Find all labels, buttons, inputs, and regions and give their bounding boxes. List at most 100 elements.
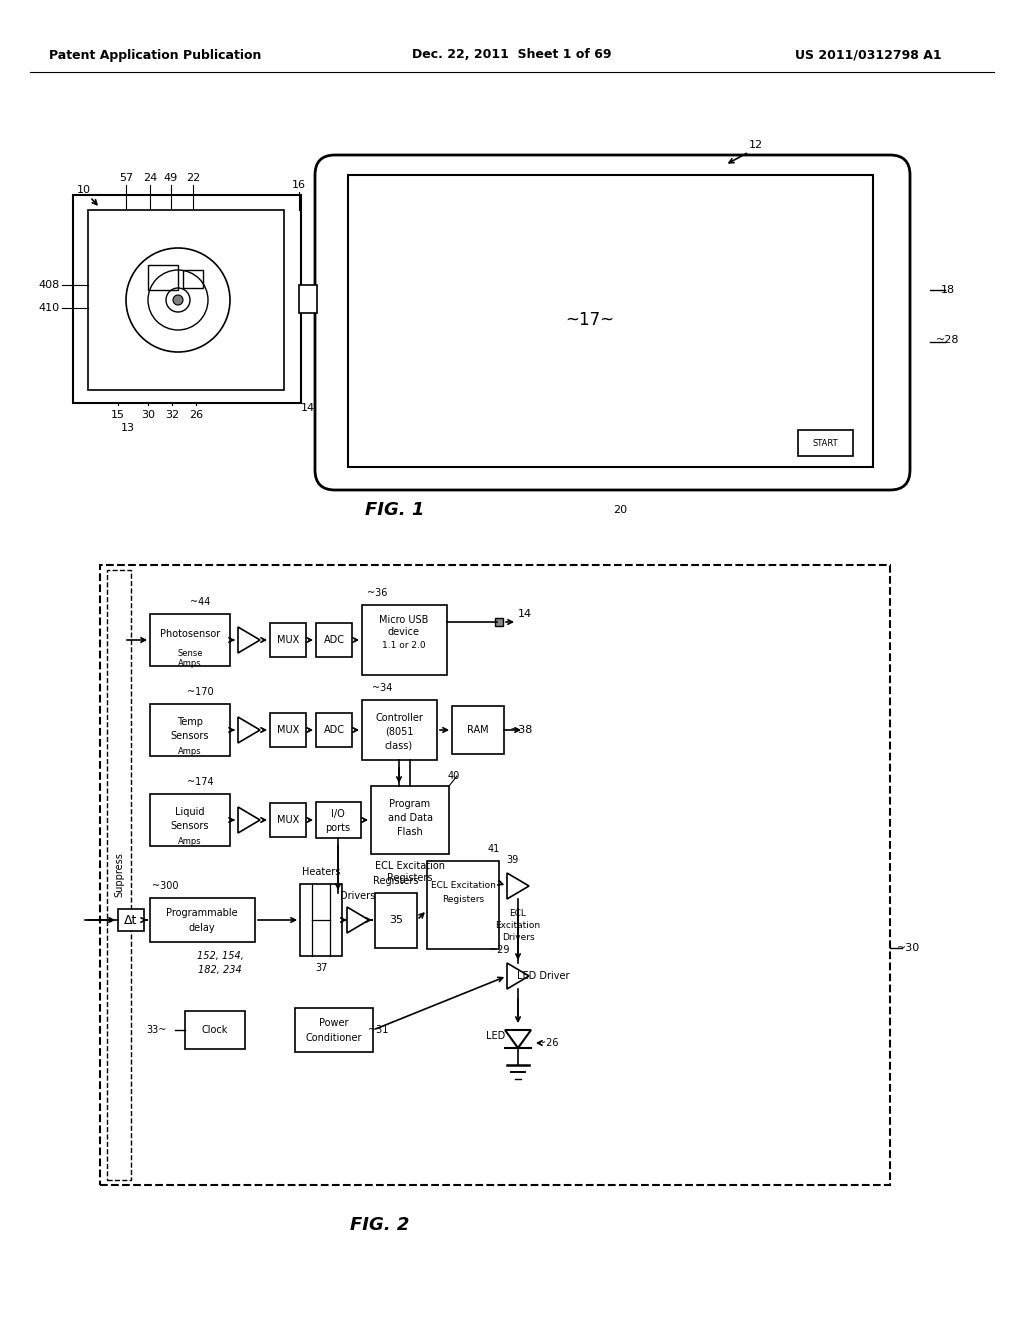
Text: ~44: ~44 [189,597,210,607]
Text: Clock: Clock [202,1026,228,1035]
Bar [88,210,284,389]
Text: Amps: Amps [178,747,202,756]
Text: device: device [388,627,420,638]
Text: ~174: ~174 [186,777,213,787]
Bar [299,285,317,313]
Text: 408: 408 [39,280,60,290]
Text: ~38: ~38 [510,725,534,735]
Text: ADC: ADC [324,725,344,735]
Text: Heaters: Heaters [302,867,340,876]
Text: Drivers: Drivers [502,933,535,942]
Text: Sensors: Sensors [171,821,209,832]
Text: Liquid: Liquid [175,807,205,817]
Text: MUX: MUX [276,635,299,645]
Text: LED Driver: LED Driver [517,972,569,981]
Text: ~300: ~300 [152,880,178,891]
Bar [362,700,437,760]
Bar [73,195,301,403]
Text: ~30: ~30 [896,942,920,953]
Text: ~34: ~34 [372,682,392,693]
Text: FIG. 1: FIG. 1 [366,502,425,519]
Text: Flash: Flash [397,828,423,837]
Text: Controller: Controller [375,713,423,723]
Bar [118,909,144,931]
FancyBboxPatch shape [315,154,910,490]
Bar [300,884,342,956]
Text: ~170: ~170 [186,686,213,697]
Text: Amps: Amps [178,660,202,668]
Text: ECL Excitation: ECL Excitation [430,882,496,891]
Bar [270,713,306,747]
Text: 15: 15 [111,411,125,420]
Text: ports: ports [326,822,350,833]
Text: 35: 35 [389,915,403,925]
Text: ECL Excitation: ECL Excitation [375,861,445,871]
Text: FIG. 2: FIG. 2 [350,1216,410,1234]
Text: Amps: Amps [178,837,202,846]
Text: 49: 49 [164,173,178,183]
Text: Sensors: Sensors [171,731,209,741]
Text: Drivers: Drivers [340,891,376,902]
Bar [185,1011,245,1049]
Text: Micro USB: Micro USB [379,615,429,624]
Text: 32: 32 [165,411,179,420]
Text: class): class) [385,741,413,750]
Text: 410: 410 [39,304,60,313]
Text: START: START [812,438,838,447]
Text: 24: 24 [143,173,157,183]
Text: ADC: ADC [324,635,344,645]
Text: 14: 14 [518,609,532,619]
Bar [270,623,306,657]
Text: Registers: Registers [387,873,433,883]
Bar [100,565,890,1185]
Bar [270,803,306,837]
Text: Program: Program [389,799,430,809]
Bar [375,894,417,948]
Bar [150,795,230,846]
Text: Photosensor: Photosensor [160,630,220,639]
Text: 39: 39 [506,855,518,865]
Text: Sense: Sense [177,649,203,659]
Text: 16: 16 [292,180,306,190]
Text: 1.1 or 2.0: 1.1 or 2.0 [382,640,426,649]
Text: MUX: MUX [276,725,299,735]
Text: US 2011/0312798 A1: US 2011/0312798 A1 [795,49,941,62]
Text: ~29: ~29 [488,945,509,954]
Bar [316,623,352,657]
Text: 40: 40 [447,771,460,781]
Text: ~36: ~36 [367,587,387,598]
Bar [348,176,873,467]
Text: 182, 234: 182, 234 [198,965,242,975]
Text: Power: Power [319,1018,349,1028]
Text: ~31: ~31 [368,1026,388,1035]
Bar [150,704,230,756]
Bar [316,713,352,747]
Bar [150,614,230,667]
Text: 13: 13 [121,422,135,433]
Bar [371,785,449,854]
Bar [316,803,361,838]
Bar [362,605,447,675]
Bar [798,430,853,455]
Text: 22: 22 [186,173,200,183]
Bar [106,570,131,1180]
Text: 12: 12 [749,140,763,150]
Text: 33~: 33~ [146,1026,167,1035]
Bar [183,271,203,288]
Text: 57: 57 [119,173,133,183]
Text: delay: delay [188,923,215,933]
Text: LED: LED [486,1031,506,1041]
Text: ~26: ~26 [538,1038,558,1048]
Text: Excitation: Excitation [496,921,541,931]
Text: ~17~: ~17~ [565,312,614,329]
Text: Δt: Δt [124,913,137,927]
Text: Programmable: Programmable [166,908,238,917]
Text: 41: 41 [487,843,500,854]
Text: 152, 154,: 152, 154, [197,950,244,961]
Text: 26: 26 [189,411,203,420]
Text: Registers: Registers [442,895,484,903]
Text: Conditioner: Conditioner [306,1034,362,1043]
Text: Temp: Temp [177,717,203,727]
Bar [427,861,499,949]
Text: I/O: I/O [331,809,345,818]
